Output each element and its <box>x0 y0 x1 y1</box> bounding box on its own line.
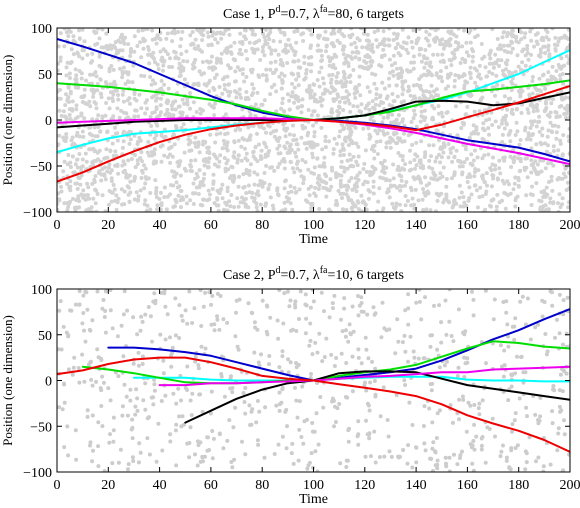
x-axis-label: Time <box>299 232 328 247</box>
x-tick-label: 200 <box>560 478 580 493</box>
chart-title: Case 2, Pd=0.7, λfa=10, 6 targets <box>223 265 404 283</box>
y-tick-label: −50 <box>30 420 52 435</box>
y-tick-label: −100 <box>23 206 52 221</box>
x-tick-label: 100 <box>303 218 324 233</box>
x-tick-label: 60 <box>204 478 218 493</box>
chart-2: 0 20 40 60 80 100 120 140 160 180 200 −100 −50 0 50 100… <box>0 265 580 507</box>
y-tick-label: −100 <box>23 466 52 481</box>
y-tick-label: 100 <box>31 22 52 37</box>
y-tick-label: 100 <box>31 283 52 298</box>
x-tick-label: 20 <box>101 478 115 493</box>
series-line-6 <box>57 85 570 183</box>
x-tick-label: 100 <box>303 478 324 493</box>
clutter-points <box>57 28 570 212</box>
x-tick-label: 160 <box>457 218 478 233</box>
y-tick-label: 0 <box>45 375 52 390</box>
x-tick-label: 0 <box>54 218 61 233</box>
y-axis-label: Position (one dimension) <box>0 55 15 186</box>
y-tick-label: 50 <box>38 68 52 83</box>
x-tick-label: 80 <box>255 478 269 493</box>
y-tick-label: 50 <box>38 329 52 344</box>
chart-title: Case 1, Pd=0.7, λfa=80, 6 targets <box>223 4 404 22</box>
clutter-points <box>57 289 570 472</box>
x-tick-label: 60 <box>204 218 218 233</box>
x-tick-label: 200 <box>560 218 580 233</box>
series-line-6 <box>57 356 570 453</box>
x-tick-label: 180 <box>508 218 529 233</box>
x-tick-label: 40 <box>153 218 167 233</box>
x-tick-label: 180 <box>508 478 529 493</box>
x-axis-label: Time <box>299 492 328 507</box>
x-tick-label: 120 <box>354 478 375 493</box>
x-tick-label: 140 <box>406 478 427 493</box>
x-tick-label: 160 <box>457 478 478 493</box>
y-axis-label: Position (one dimension) <box>0 315 15 446</box>
x-tick-label: 40 <box>153 478 167 493</box>
series-line-3 <box>81 340 570 385</box>
x-tick-label: 20 <box>101 218 115 233</box>
y-tick-label: 0 <box>45 114 52 129</box>
series-line-5 <box>158 365 570 387</box>
x-tick-label: 0 <box>54 478 61 493</box>
x-tick-label: 140 <box>406 218 427 233</box>
x-tick-label: 120 <box>354 218 375 233</box>
series-line-4 <box>184 370 570 424</box>
y-tick-label: −50 <box>30 160 52 175</box>
x-tick-label: 80 <box>255 218 269 233</box>
chart-1: 0 20 40 60 80 100 120 140 160 180 200 −100 −50 0 50 100… <box>0 4 580 247</box>
